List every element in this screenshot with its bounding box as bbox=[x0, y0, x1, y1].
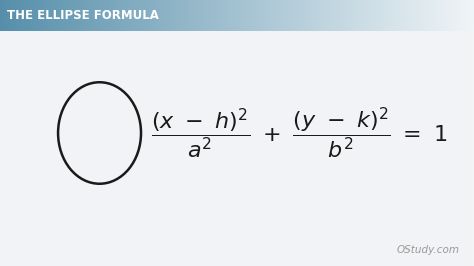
Text: $\dfrac{(x\ -\ h)^2}{a^2}\ +\ \dfrac{(y\ -\ k)^2}{b^2}\ =\ 1$: $\dfrac{(x\ -\ h)^2}{a^2}\ +\ \dfrac{(y\… bbox=[151, 105, 447, 161]
Text: OStudy.com: OStudy.com bbox=[397, 245, 460, 255]
Text: THE ELLIPSE FORMULA: THE ELLIPSE FORMULA bbox=[7, 9, 159, 22]
